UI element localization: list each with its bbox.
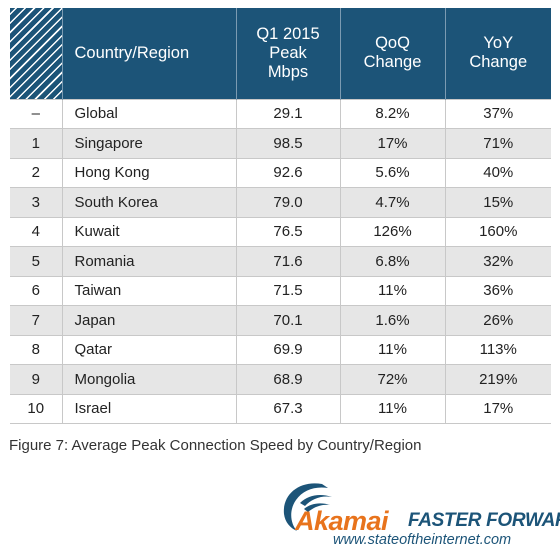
cell-qoq-change: 17% [340, 128, 446, 158]
cell-yoy-change: 32% [445, 246, 551, 276]
cell-rank: 4 [10, 216, 63, 247]
cell-qoq-change: 11% [340, 334, 446, 365]
header-peak-line2: Peak [269, 43, 307, 62]
peak-speed-table: Country/Region Q1 2015 Peak Mbps QoQ Cha… [10, 8, 551, 424]
cell-country: Kuwait [62, 216, 237, 247]
cell-qoq-change: 1.6% [340, 305, 446, 335]
cell-country: Qatar [62, 334, 237, 365]
table-row: 5 Romania 71.6 6.8% 32% [10, 246, 551, 276]
cell-yoy-change: 71% [445, 128, 551, 158]
cell-country: Japan [62, 305, 237, 335]
cell-peak-mbps: 76.5 [236, 216, 341, 247]
cell-peak-mbps: 98.5 [236, 128, 341, 158]
header-qoq-line1: QoQ [375, 34, 410, 53]
cell-rank: 3 [10, 187, 63, 217]
cell-peak-mbps: 79.0 [236, 187, 341, 217]
cell-yoy-change: 26% [445, 305, 551, 335]
akamai-wordmark: Akamai [295, 506, 389, 536]
cell-qoq-change: 6.8% [340, 246, 446, 276]
akamai-wave-icon [283, 483, 332, 531]
website-url[interactable]: www.stateoftheinternet.com [333, 532, 512, 548]
header-peak-line1: Q1 2015 [256, 24, 320, 43]
cell-country: Taiwan [62, 275, 237, 306]
table-row: – Global 29.1 8.2% 37% [10, 98, 551, 129]
cell-peak-mbps: 67.3 [236, 393, 341, 424]
akamai-logo: Akamai FASTER FORWARD [278, 478, 560, 538]
cell-qoq-change: 5.6% [340, 157, 446, 188]
cell-rank: 1 [10, 128, 63, 158]
cell-yoy-change: 113% [445, 334, 551, 365]
figure-caption: Figure 7: Average Peak Connection Speed … [9, 437, 422, 454]
cell-qoq-change: 4.7% [340, 187, 446, 217]
cell-qoq-change: 126% [340, 216, 446, 247]
cell-qoq-change: 72% [340, 364, 446, 394]
tagline-faster-forward: FASTER FORWARD [408, 510, 560, 531]
header-yoy-line1: YoY [483, 34, 514, 53]
cell-qoq-change: 11% [340, 275, 446, 306]
cell-rank: 6 [10, 275, 63, 306]
cell-qoq-change: 11% [340, 393, 446, 424]
cell-yoy-change: 15% [445, 187, 551, 217]
cell-country: Global [62, 98, 237, 129]
cell-peak-mbps: 70.1 [236, 305, 341, 335]
table-body: – Global 29.1 8.2% 37% 1 Singapore 98.5 17% 71% 2 H… [10, 98, 551, 424]
cell-country: South Korea [62, 187, 237, 217]
table-row: 9 Mongolia 68.9 72% 219% [10, 364, 551, 394]
header-corner-hatch [10, 8, 63, 99]
header-peak-line3: Mbps [267, 62, 309, 81]
cell-rank: 2 [10, 157, 63, 188]
cell-peak-mbps: 71.5 [236, 275, 341, 306]
cell-qoq-change: 8.2% [340, 98, 446, 129]
table-row: 8 Qatar 69.9 11% 113% [10, 334, 551, 365]
cell-rank: – [10, 98, 63, 129]
cell-yoy-change: 40% [445, 157, 551, 188]
table-row: 4 Kuwait 76.5 126% 160% [10, 216, 551, 247]
table-row: 7 Japan 70.1 1.6% 26% [10, 305, 551, 335]
cell-peak-mbps: 69.9 [236, 334, 341, 365]
header-peak-mbps: Q1 2015 Peak Mbps [236, 8, 341, 99]
cell-yoy-change: 17% [445, 393, 551, 424]
table-header-row: Country/Region Q1 2015 Peak Mbps QoQ Cha… [10, 8, 551, 99]
cell-yoy-change: 36% [445, 275, 551, 306]
cell-rank: 8 [10, 334, 63, 365]
cell-country: Singapore [62, 128, 237, 158]
cell-rank: 7 [10, 305, 63, 335]
cell-yoy-change: 219% [445, 364, 551, 394]
cell-rank: 9 [10, 364, 63, 394]
table-row: 6 Taiwan 71.5 11% 36% [10, 275, 551, 306]
header-yoy-change: YoY Change [445, 8, 551, 99]
cell-peak-mbps: 68.9 [236, 364, 341, 394]
table-row: 3 South Korea 79.0 4.7% 15% [10, 187, 551, 217]
cell-country: Hong Kong [62, 157, 237, 188]
cell-yoy-change: 37% [445, 98, 551, 129]
cell-yoy-change: 160% [445, 216, 551, 247]
cell-rank: 10 [10, 393, 63, 424]
table-row: 2 Hong Kong 92.6 5.6% 40% [10, 157, 551, 188]
cell-peak-mbps: 92.6 [236, 157, 341, 188]
header-qoq-line2: Change [363, 53, 422, 72]
cell-country: Mongolia [62, 364, 237, 394]
header-yoy-line2: Change [469, 53, 528, 72]
table-row: 10 Israel 67.3 11% 17% [10, 393, 551, 424]
cell-country: Romania [62, 246, 237, 276]
table-row: 1 Singapore 98.5 17% 71% [10, 128, 551, 158]
header-country: Country/Region [62, 8, 237, 99]
cell-peak-mbps: 71.6 [236, 246, 341, 276]
header-qoq-change: QoQ Change [340, 8, 446, 99]
cell-country: Israel [62, 393, 237, 424]
cell-rank: 5 [10, 246, 63, 276]
cell-peak-mbps: 29.1 [236, 98, 341, 129]
